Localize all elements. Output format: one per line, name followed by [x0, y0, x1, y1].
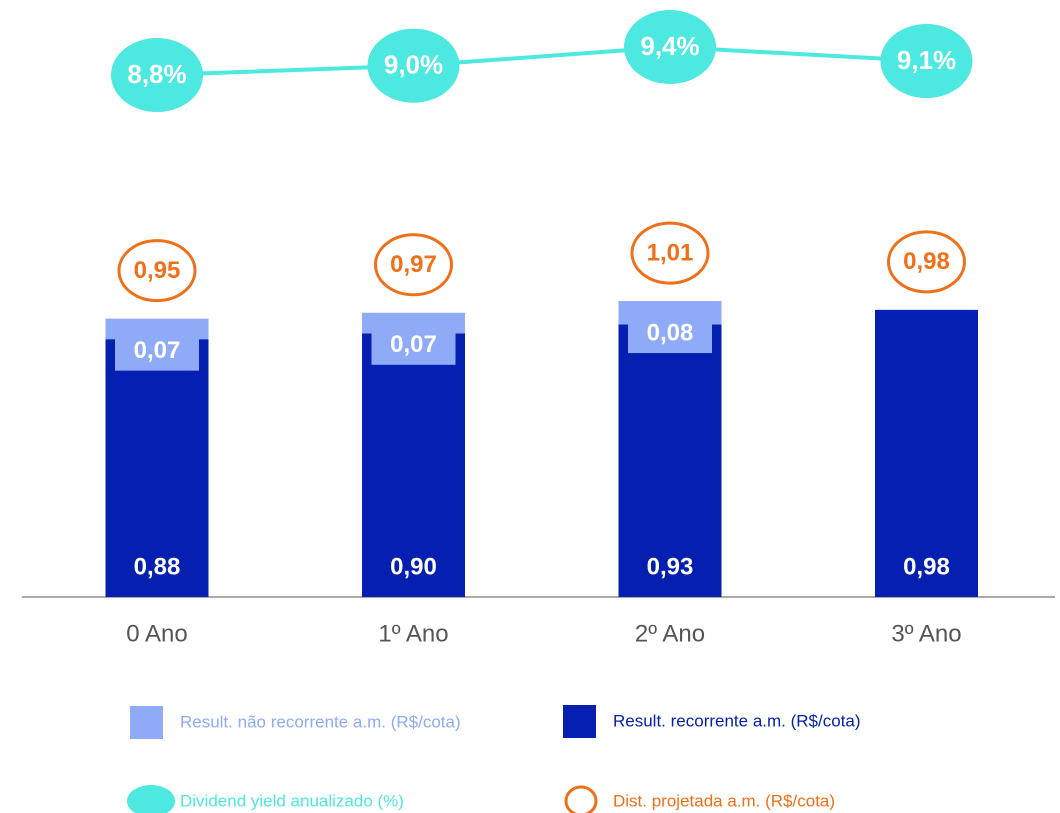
yield-marker	[111, 38, 203, 113]
legend-label: Result. não recorrente a.m. (R$/cota)	[180, 712, 461, 731]
data-label: 0,90	[390, 553, 437, 580]
legend-swatch	[564, 785, 598, 813]
x-tick-label: 0 Ano	[126, 620, 187, 647]
bar-recurring	[875, 309, 978, 597]
x-tick-label: 3º Ano	[891, 620, 961, 647]
bar-recurring	[362, 333, 465, 597]
legend-label: Result. recorrente a.m. (R$/cota)	[613, 711, 861, 730]
yield-marker	[367, 28, 460, 103]
data-label: 0,07	[390, 331, 437, 358]
bar-recurring	[105, 339, 209, 597]
legend-swatch	[130, 706, 163, 739]
bar-recurring	[618, 324, 722, 597]
label-box	[371, 324, 456, 365]
data-label: 9,1%	[897, 45, 956, 75]
data-label: 9,4%	[640, 31, 699, 61]
data-label: 8,8%	[127, 59, 186, 89]
x-tick-label: 1º Ano	[378, 620, 448, 647]
label-box	[115, 330, 199, 371]
data-label: 0,95	[134, 257, 181, 284]
dist-marker	[374, 233, 453, 297]
data-label: 0,88	[134, 553, 181, 580]
label-box	[628, 313, 712, 354]
legend-swatch	[563, 705, 596, 738]
data-label: 0,93	[647, 553, 694, 580]
data-label: 0,98	[903, 553, 950, 580]
data-label: 1,01	[647, 239, 694, 266]
data-label: 0,98	[903, 248, 950, 275]
data-label: 9,0%	[384, 50, 443, 80]
data-label: 0,97	[390, 251, 437, 278]
data-label: 0,08	[647, 319, 694, 346]
legend-swatch	[127, 785, 175, 813]
x-tick-label: 2º Ano	[635, 620, 705, 647]
legend-label: Dist. projetada a.m. (R$/cota)	[613, 791, 835, 810]
legend-label: Dividend yield anualizado (%)	[180, 791, 404, 810]
yield-line	[156, 45, 927, 78]
dist-marker	[630, 221, 710, 285]
dist-marker	[887, 230, 966, 294]
yield-marker	[624, 10, 716, 85]
data-label: 0,07	[134, 337, 181, 364]
dist-marker	[117, 239, 197, 303]
yield-marker	[880, 24, 973, 99]
